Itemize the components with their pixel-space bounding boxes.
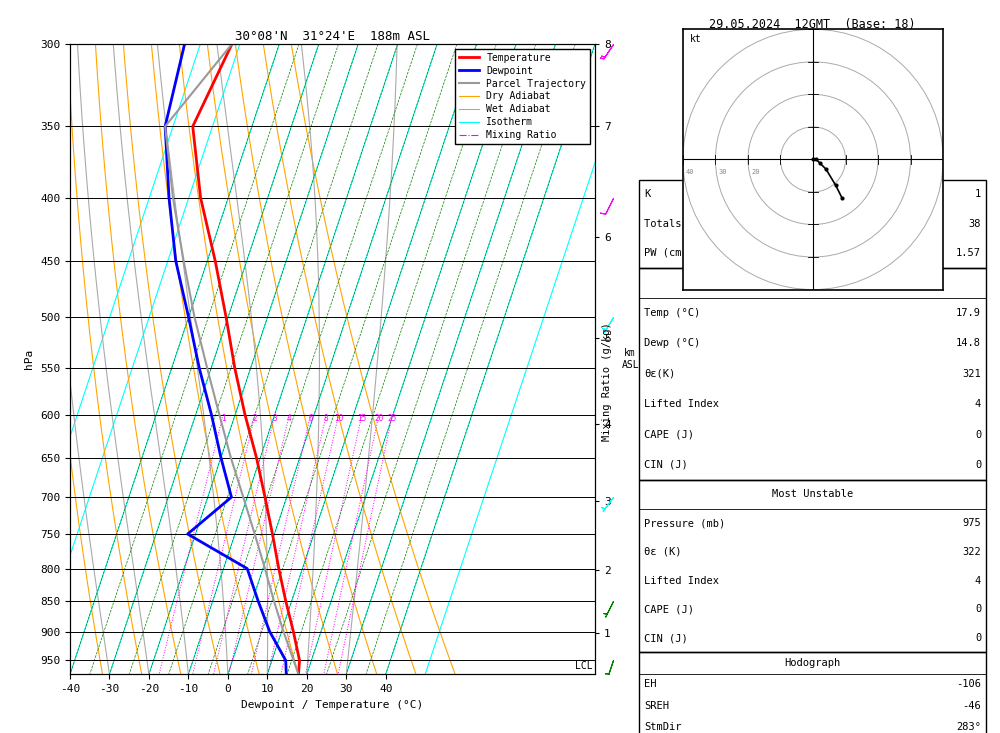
Text: 4: 4: [975, 575, 981, 586]
Text: 1: 1: [221, 413, 225, 423]
Text: 8: 8: [324, 413, 329, 423]
Text: 975: 975: [962, 518, 981, 528]
Text: θε(K): θε(K): [644, 369, 675, 379]
Text: LCL: LCL: [575, 661, 593, 671]
Text: Most Unstable: Most Unstable: [772, 490, 853, 499]
Text: 30: 30: [719, 169, 727, 175]
Text: 15: 15: [357, 413, 367, 423]
Text: CAPE (J): CAPE (J): [644, 604, 694, 614]
Text: 0: 0: [975, 633, 981, 643]
Bar: [639, 268, 986, 480]
Text: 40: 40: [686, 169, 695, 175]
Text: StmDir: StmDir: [644, 722, 681, 732]
Text: 17.9: 17.9: [956, 308, 981, 318]
Text: 4: 4: [975, 399, 981, 409]
Text: 6: 6: [308, 413, 313, 423]
Text: 38: 38: [969, 218, 981, 229]
Bar: [639, 480, 986, 652]
Bar: [639, 652, 986, 733]
Text: Temp (°C): Temp (°C): [644, 308, 700, 318]
Text: 0: 0: [975, 460, 981, 470]
Text: 283°: 283°: [956, 722, 981, 732]
Title: 30°08'N  31°24'E  188m ASL: 30°08'N 31°24'E 188m ASL: [235, 30, 430, 43]
Text: 0: 0: [975, 430, 981, 440]
Text: SREH: SREH: [644, 701, 669, 710]
Y-axis label: km
ASL: km ASL: [621, 348, 639, 370]
Text: 3: 3: [273, 413, 277, 423]
Text: Surface: Surface: [791, 278, 834, 288]
Text: kt: kt: [689, 34, 701, 44]
Legend: Temperature, Dewpoint, Parcel Trajectory, Dry Adiabat, Wet Adiabat, Isotherm, Mi: Temperature, Dewpoint, Parcel Trajectory…: [455, 49, 590, 144]
Text: Dewp (°C): Dewp (°C): [644, 339, 700, 348]
Y-axis label: hPa: hPa: [24, 349, 34, 369]
Text: Hodograph: Hodograph: [784, 658, 841, 668]
Text: 10: 10: [334, 413, 343, 423]
Text: PW (cm): PW (cm): [644, 248, 688, 258]
Text: Totals Totals: Totals Totals: [644, 218, 725, 229]
Text: 20: 20: [751, 169, 760, 175]
Text: Pressure (mb): Pressure (mb): [644, 518, 725, 528]
Text: K: K: [644, 189, 650, 199]
Text: -106: -106: [956, 679, 981, 689]
Text: 29.05.2024  12GMT  (Base: 18): 29.05.2024 12GMT (Base: 18): [709, 18, 916, 32]
Text: CIN (J): CIN (J): [644, 460, 688, 470]
Text: 4: 4: [287, 413, 292, 423]
Text: 14.8: 14.8: [956, 339, 981, 348]
Text: Mixing Ratio (g/kg): Mixing Ratio (g/kg): [602, 322, 612, 441]
Bar: [639, 180, 986, 268]
X-axis label: Dewpoint / Temperature (°C): Dewpoint / Temperature (°C): [241, 699, 424, 710]
Text: 2: 2: [253, 413, 257, 423]
Text: 25: 25: [388, 413, 397, 423]
Text: CIN (J): CIN (J): [644, 633, 688, 643]
Text: EH: EH: [644, 679, 656, 689]
Text: 20: 20: [374, 413, 384, 423]
Text: 0: 0: [975, 604, 981, 614]
Text: CAPE (J): CAPE (J): [644, 430, 694, 440]
Text: 321: 321: [962, 369, 981, 379]
Text: Lifted Index: Lifted Index: [644, 399, 719, 409]
Text: -46: -46: [962, 701, 981, 710]
Text: 1: 1: [975, 189, 981, 199]
Text: Lifted Index: Lifted Index: [644, 575, 719, 586]
Text: 322: 322: [962, 547, 981, 557]
Text: θε (K): θε (K): [644, 547, 681, 557]
Text: 1.57: 1.57: [956, 248, 981, 258]
